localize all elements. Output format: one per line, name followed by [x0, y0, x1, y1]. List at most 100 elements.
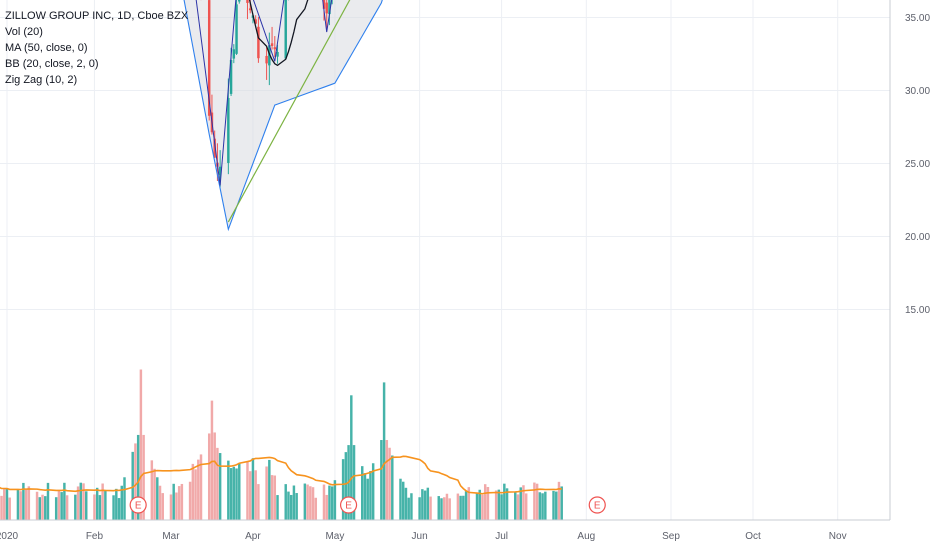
y-tick-label: 15.00: [905, 305, 930, 316]
volume-bar: [44, 496, 47, 520]
volume-bar: [437, 496, 440, 520]
legend-title: ZILLOW GROUP INC, 1D, Cboe BZX: [5, 10, 189, 22]
volume-bar: [421, 489, 424, 520]
x-tick-label: Mar: [162, 531, 180, 542]
volume-bar: [522, 485, 525, 520]
candle: [276, 52, 279, 57]
volume-bar: [65, 495, 69, 520]
volume-bar: [401, 481, 405, 520]
volume-bar: [341, 459, 345, 520]
volume-bar: [232, 466, 236, 520]
earnings-marker-label: E: [135, 501, 142, 512]
volume-bar: [448, 498, 451, 520]
volume-bar: [325, 494, 328, 520]
earnings-marker[interactable]: [129, 496, 147, 514]
volume-bar: [120, 485, 123, 520]
volume-bar: [27, 486, 31, 520]
volume-bar: [410, 493, 413, 520]
volume-bar: [475, 492, 479, 520]
indicator-lines: [183, 0, 383, 232]
volume-bar: [207, 433, 211, 520]
volume-bar: [194, 469, 197, 520]
x-tick-label: Sep: [662, 531, 680, 542]
volume-bar: [180, 483, 184, 520]
legend-bollinger: BB (20, close, 2, 0): [5, 58, 99, 70]
candle: [246, 0, 249, 3]
volume-bar: [216, 447, 219, 520]
volume-bar: [158, 485, 162, 520]
volume-bar: [287, 491, 290, 520]
volume-bar: [98, 495, 102, 520]
volume-bar: [257, 484, 260, 520]
volume-bar: [445, 493, 449, 520]
volume-bar: [5, 488, 9, 520]
x-tick-label: Apr: [245, 531, 261, 542]
trendlines: [227, 0, 351, 223]
volume-bar: [399, 478, 402, 520]
volume-bar: [552, 490, 555, 520]
volume-bar: [481, 494, 484, 520]
volume-bar: [361, 466, 364, 520]
volume-bar: [366, 478, 369, 520]
volume-bar: [350, 395, 353, 520]
volume-bar: [254, 470, 257, 520]
candle: [229, 60, 233, 94]
volume-bars: [0, 369, 563, 520]
volume-bar: [423, 490, 427, 520]
volume-bar: [464, 491, 468, 520]
candle: [265, 55, 268, 64]
bollinger-lower-line: [183, 0, 383, 232]
volume-bar: [322, 484, 326, 520]
volume-bar: [462, 495, 465, 520]
volume-bar: [169, 494, 173, 520]
volume-bar: [500, 494, 503, 520]
volume-bar: [38, 497, 42, 520]
volume-bar: [188, 481, 192, 520]
volume-bar: [535, 483, 539, 520]
volume-bar: [265, 466, 268, 520]
volume-bar: [391, 455, 394, 520]
y-tick-label: 30.00: [905, 86, 930, 97]
volume-bar: [41, 494, 44, 520]
volume-bar: [330, 486, 334, 520]
earnings-marker[interactable]: [339, 496, 358, 514]
volume-bar: [284, 484, 287, 520]
legend-volume: Vol (20): [5, 26, 43, 38]
volume-bar: [306, 484, 309, 520]
volume-bar: [74, 494, 77, 520]
volume-bar: [519, 487, 522, 520]
volume-bar: [134, 443, 137, 520]
x-tick-label: Feb: [86, 531, 104, 542]
earnings-marker[interactable]: [588, 496, 606, 514]
volume-bar: [112, 495, 115, 520]
volume-bar: [371, 463, 375, 520]
volume-bar: [442, 497, 446, 520]
legend-ma: MA (50, close, 0): [5, 42, 88, 54]
volume-bar: [524, 493, 528, 520]
volume-bar: [497, 489, 501, 520]
volume-bar: [314, 497, 318, 520]
volume-bar: [333, 480, 337, 520]
volume-bar: [218, 453, 222, 520]
candle: [238, 0, 241, 2]
x-tick-label: Nov: [829, 531, 847, 542]
volume-bar: [363, 473, 367, 520]
candle: [254, 19, 257, 24]
candle: [207, 0, 211, 116]
legend-zigzag: Zig Zag (10, 2): [5, 74, 78, 86]
x-tick-label: Oct: [745, 531, 761, 542]
volume-bar: [131, 451, 134, 520]
grid: [0, 0, 890, 520]
x-tick-label: Jul: [495, 531, 508, 542]
y-tick-label: 20.00: [905, 232, 930, 243]
volume-bar: [516, 494, 520, 520]
volume-bar: [235, 468, 238, 520]
zigzag-line: [195, 0, 333, 186]
volume-bar: [191, 463, 195, 520]
volume-bar: [273, 475, 277, 520]
volume-bar: [456, 493, 460, 520]
y-tick-label: 25.00: [905, 159, 930, 170]
